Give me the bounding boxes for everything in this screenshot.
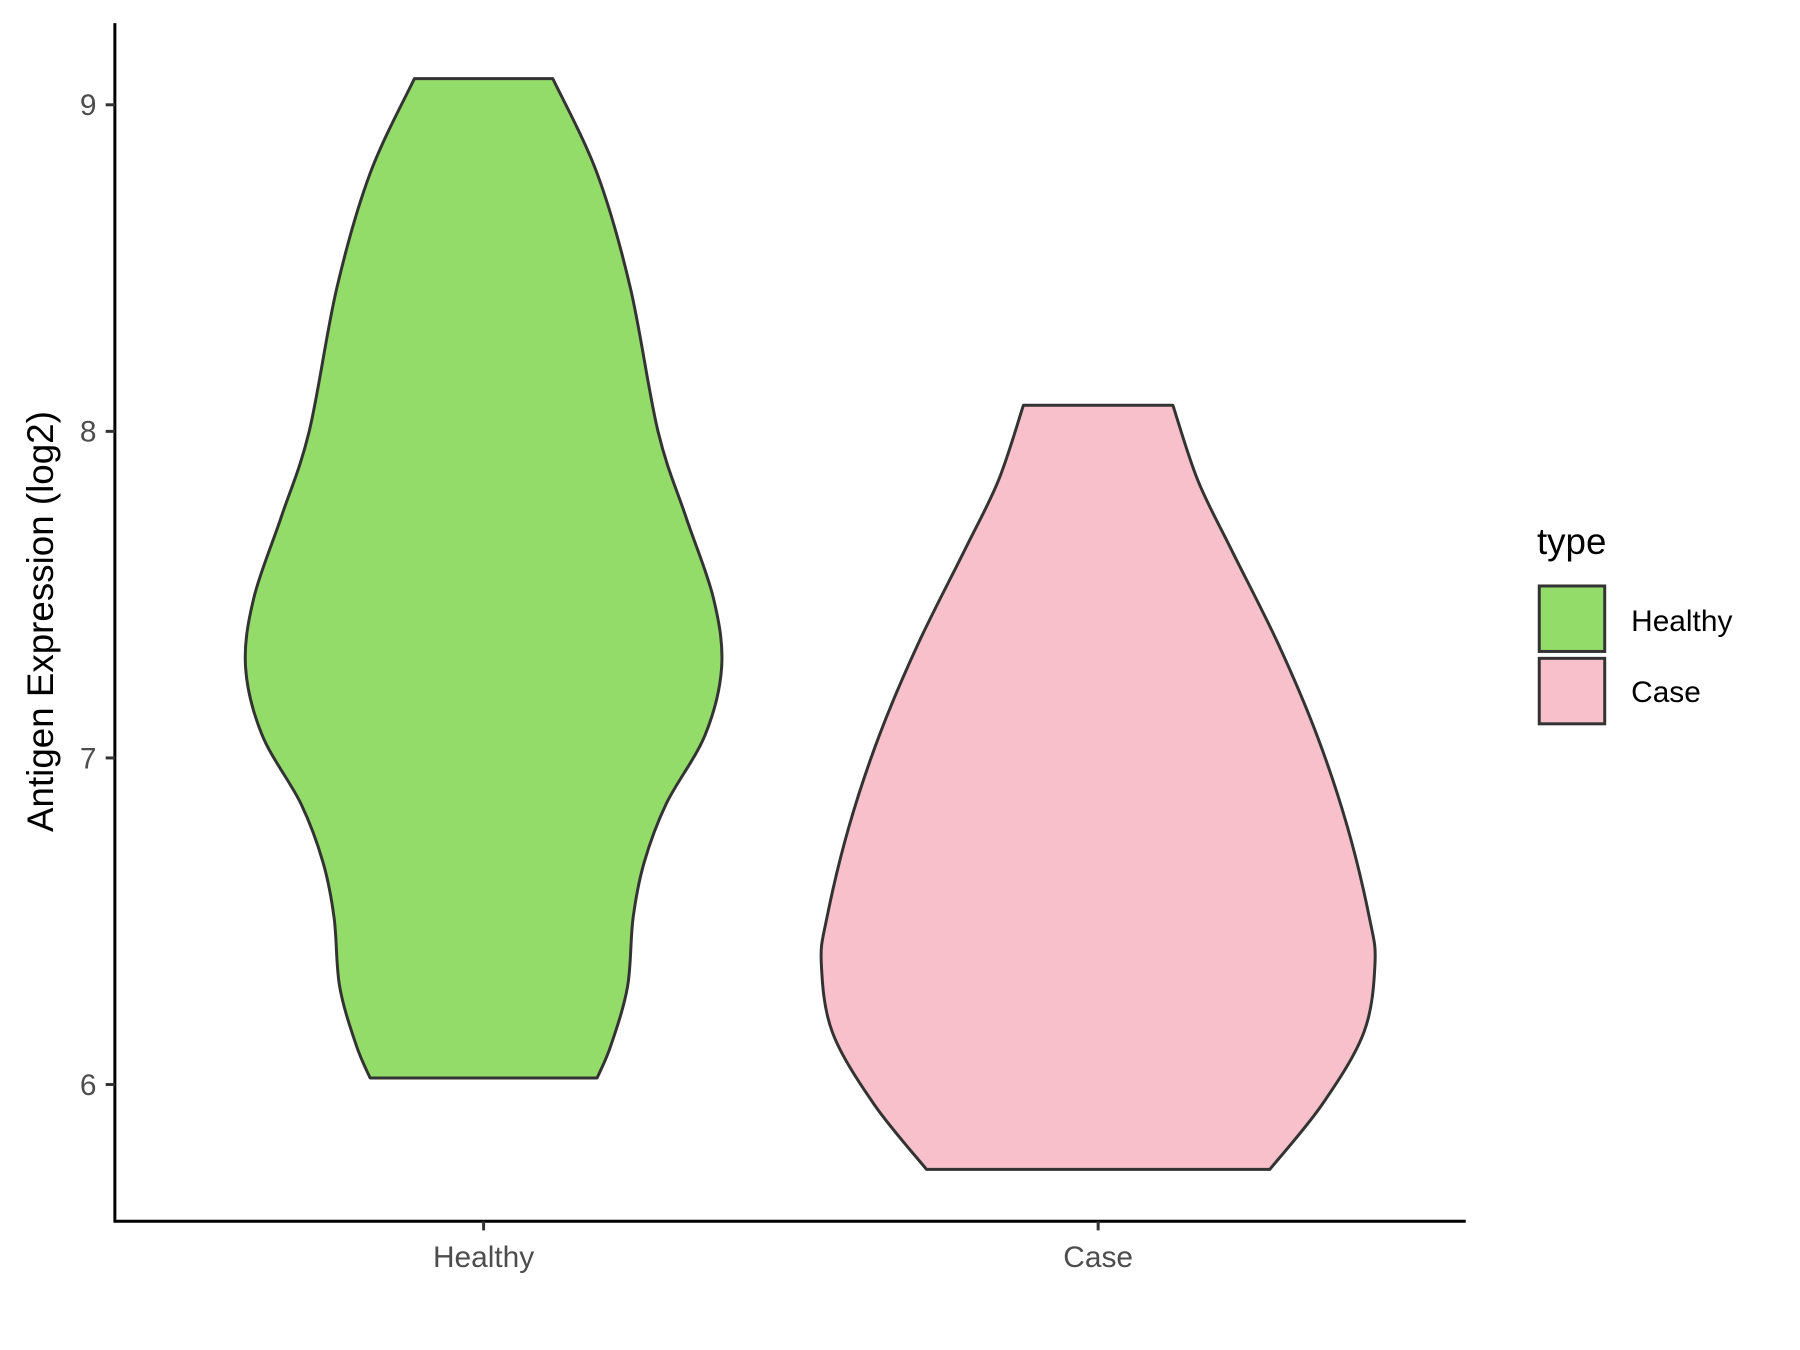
x-tick-label: Case (1063, 1241, 1133, 1274)
x-ticks: Healthy Case (433, 1221, 1133, 1274)
violin-healthy (243, 77, 724, 1080)
y-tick-label: 6 (80, 1069, 97, 1102)
legend-title: type (1537, 521, 1606, 562)
y-ticks: 6 7 8 9 (80, 89, 115, 1102)
legend-label-healthy: Healthy (1631, 605, 1732, 638)
legend-key-case (1537, 656, 1607, 726)
violins (243, 77, 1377, 1171)
legend: type Healthy Case (1537, 521, 1732, 726)
y-tick-label: 9 (80, 89, 97, 122)
y-tick-label: 7 (80, 742, 97, 775)
y-axis-title: Antigen Expression (log2) (20, 411, 61, 832)
x-tick-label: Healthy (433, 1241, 534, 1274)
legend-key-healthy (1537, 584, 1607, 653)
violin-case (819, 403, 1377, 1171)
legend-label-case: Case (1631, 676, 1701, 709)
y-tick-label: 8 (80, 416, 97, 449)
